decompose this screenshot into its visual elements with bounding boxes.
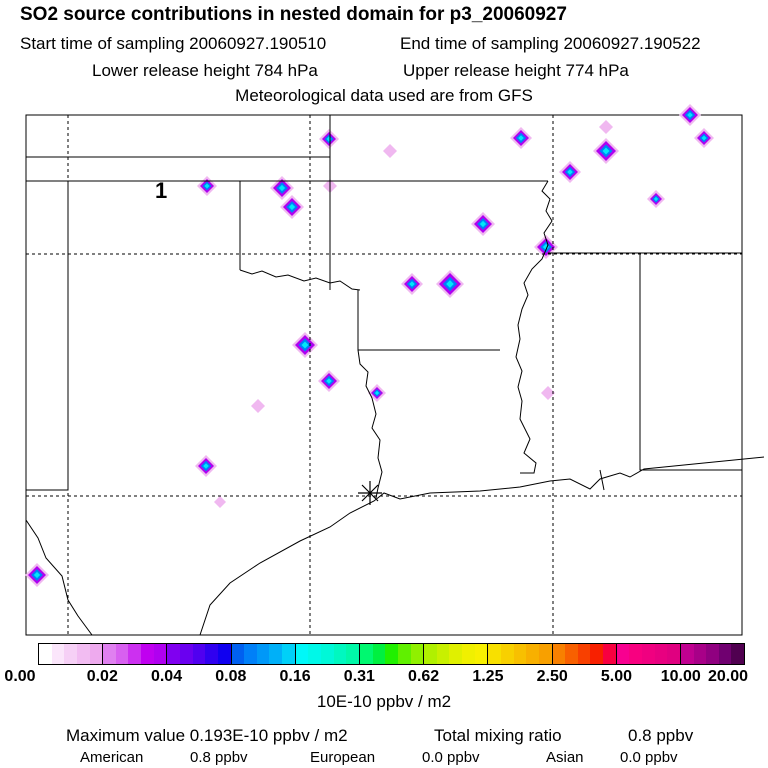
plume-spot xyxy=(602,147,610,155)
domain-label: 1 xyxy=(155,178,167,203)
colorbar-tick-label: 0.00 xyxy=(4,668,36,685)
colorbar-tick-label: 0.62 xyxy=(408,668,440,685)
colorbar-segment xyxy=(295,644,360,664)
total-mixing-label: Total mixing ratio xyxy=(434,726,562,745)
map-title: SO2 source contributions in nested domai… xyxy=(20,4,567,25)
plume-spot xyxy=(214,496,226,508)
asian-label: Asian xyxy=(546,749,584,766)
colorbar-segment xyxy=(167,644,232,664)
plume-spot xyxy=(383,144,397,158)
plume-spot xyxy=(479,220,487,228)
colorbar-tick-label: 5.00 xyxy=(600,668,633,685)
map-frame xyxy=(25,114,743,636)
plume-spot xyxy=(326,378,332,384)
colorbar-tick-label: 10.00 xyxy=(660,668,701,685)
colorbar-segment xyxy=(680,644,745,664)
end-time: End time of sampling 20060927.190522 xyxy=(400,34,701,53)
plume-layer xyxy=(25,104,714,587)
colorbar-tick-label: 1.25 xyxy=(472,668,504,685)
european-label: European xyxy=(310,749,376,766)
colorbar-tick-label: 0.02 xyxy=(86,668,118,685)
colorbar-unit: 10E-10 ppbv / m2 xyxy=(316,692,452,711)
colorbar-tick-label: 0.16 xyxy=(279,668,311,685)
plume-spot xyxy=(701,135,707,141)
colorbar-segment xyxy=(488,644,553,664)
plume-spot xyxy=(446,280,454,288)
colorbar-tick-label: 0.04 xyxy=(150,668,183,685)
colorbar-segment xyxy=(552,644,617,664)
colorbar xyxy=(38,643,745,665)
plume-spot xyxy=(301,341,309,349)
colorbar-tick-label: 2.50 xyxy=(536,668,568,685)
plume-spot xyxy=(409,281,415,287)
asian-value: 0.0 ppbv xyxy=(620,749,678,766)
plume-spot xyxy=(203,463,209,469)
colorbar-segment xyxy=(616,644,681,664)
state-borders xyxy=(25,115,765,636)
plume-spot xyxy=(599,120,613,134)
american-label: American xyxy=(80,749,144,766)
max-value: Maximum value 0.193E-10 ppbv / m2 xyxy=(66,726,348,745)
colorbar-segment xyxy=(39,644,104,664)
start-time: Start time of sampling 20060927.190510 xyxy=(20,34,327,53)
star-icon xyxy=(358,481,382,505)
plume-spot xyxy=(374,390,380,396)
colorbar-tick-label: 0.08 xyxy=(215,668,247,685)
colorbar-tick-label: 20.00 xyxy=(707,668,749,685)
colorbar-segment xyxy=(103,644,168,664)
total-mixing-value: 0.8 ppbv xyxy=(628,726,694,745)
colorbar-segment xyxy=(424,644,489,664)
plume-spot xyxy=(33,571,41,579)
upper-release-height: Upper release height 774 hPa xyxy=(403,61,629,80)
plume-spot xyxy=(204,183,210,189)
graticule xyxy=(26,115,742,635)
plume-spot xyxy=(567,169,573,175)
plume-spot xyxy=(653,196,659,202)
map-panel: 1 xyxy=(25,104,765,636)
plume-spot xyxy=(288,203,296,211)
plume-spot xyxy=(518,135,524,141)
lower-release-height: Lower release height 784 hPa xyxy=(92,61,318,80)
plume-spot xyxy=(326,136,332,142)
colorbar-segment xyxy=(231,644,296,664)
plume-spot xyxy=(251,399,265,413)
american-value: 0.8 ppbv xyxy=(190,749,248,766)
met-data-note: Meteorological data used are from GFS xyxy=(235,86,533,105)
plume-spot xyxy=(541,386,555,400)
colorbar-segment xyxy=(359,644,425,664)
plume-spot xyxy=(687,112,693,118)
european-value: 0.0 ppbv xyxy=(422,749,480,766)
colorbar-tick-label: 0.31 xyxy=(343,668,375,685)
plume-spot xyxy=(278,184,286,192)
